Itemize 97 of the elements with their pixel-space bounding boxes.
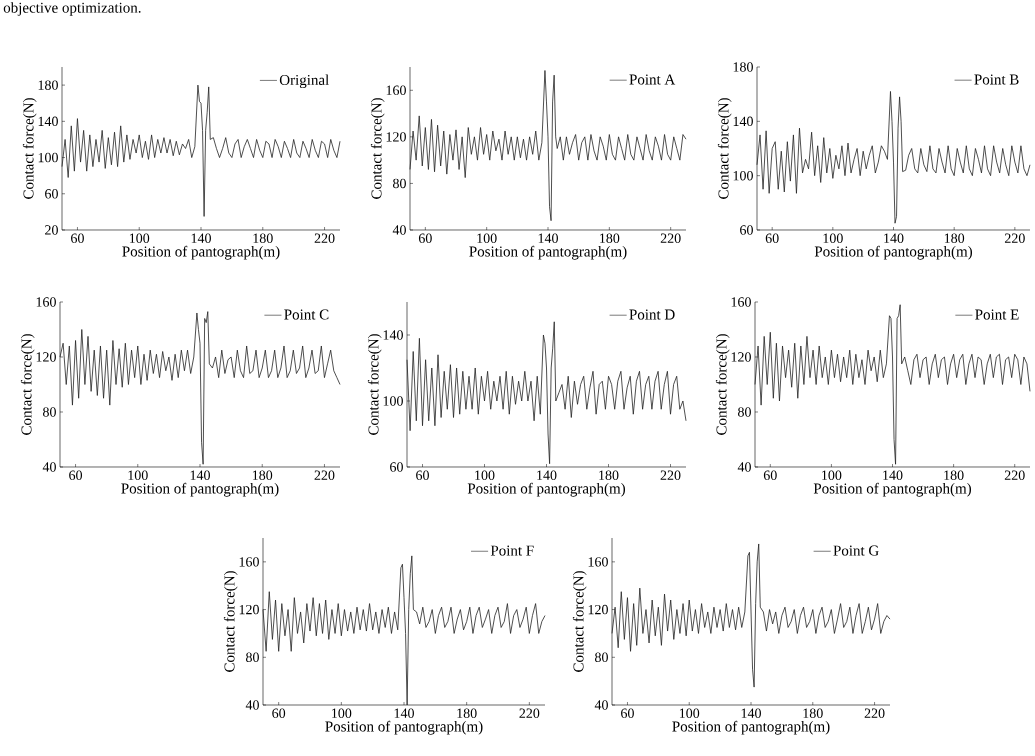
x-tick-label: 60: [71, 233, 84, 243]
x-axis-title: Position of pantograph(m): [122, 245, 280, 260]
line-series: [409, 70, 687, 222]
y-tick-label: 40: [594, 700, 608, 710]
y-tick-label: 80: [738, 407, 751, 417]
y-axis-title: Contact force(N): [370, 98, 385, 199]
x-tick-label: 140: [884, 233, 904, 243]
x-tick-label: 60: [763, 470, 777, 480]
x-tick-label: 60: [621, 708, 634, 718]
x-tick-label: 180: [944, 233, 965, 243]
y-tick-label: 140: [733, 116, 753, 127]
legend-label: Point D: [629, 309, 675, 320]
x-tick-label: 180: [253, 233, 273, 243]
y-axis-title: Contact force(N): [20, 334, 35, 435]
y-tick-label: 160: [36, 297, 56, 307]
x-tick-label: 140: [883, 470, 903, 480]
x-tick-label: 60: [272, 708, 286, 718]
y-axis-title: Contact force(N): [22, 98, 37, 199]
x-tick-label: 220: [314, 233, 335, 243]
x-tick-label: 60: [418, 233, 432, 243]
y-axis-title: Contact force(N): [715, 334, 730, 435]
x-axis-title: Position of pantograph(m): [813, 482, 972, 497]
y-tick-label: 120: [239, 604, 259, 615]
x-tick-label: 220: [1004, 470, 1025, 480]
y-axis-title: Contact force(N): [717, 98, 732, 199]
y-tick-label: 180: [733, 62, 753, 72]
y-tick-label: 80: [595, 652, 608, 663]
y-tick-label: 100: [733, 170, 753, 181]
y-tick-label: 20: [45, 225, 58, 235]
y-tick-label: 160: [588, 557, 608, 567]
x-tick-label: 100: [128, 470, 148, 480]
x-tick-label: 140: [191, 233, 211, 243]
x-axis-title: Position of pantograph(m): [325, 720, 483, 735]
y-tick-label: 160: [239, 557, 259, 567]
line-series: [756, 91, 1031, 224]
y-tick-label: 140: [38, 116, 58, 127]
y-tick-label: 80: [246, 652, 259, 663]
y-tick-label: 80: [43, 407, 56, 417]
x-tick-label: 220: [519, 708, 540, 718]
text: objective optimization.: [3, 2, 141, 16]
x-tick-label: 220: [660, 470, 681, 480]
x-tick-label: 60: [765, 233, 779, 243]
x-axis-title: Position of pantograph(m): [467, 482, 626, 497]
y-tick-label: 60: [390, 462, 403, 472]
y-tick-label: 60: [740, 225, 753, 235]
x-axis-title: Position of pantograph(m): [672, 720, 830, 735]
x-tick-label: 100: [477, 233, 497, 243]
x-tick-label: 100: [823, 233, 843, 243]
y-tick-label: 140: [383, 330, 403, 340]
y-tick-label: 60: [45, 189, 58, 199]
x-tick-label: 180: [252, 470, 273, 480]
line-series: [611, 543, 891, 688]
y-tick-label: 40: [245, 700, 259, 710]
y-tick-label: 120: [731, 352, 751, 362]
legend-label: Point B: [974, 74, 1019, 85]
x-tick-label: 140: [190, 470, 210, 480]
y-axis-title: Contact force(N): [367, 334, 382, 435]
x-tick-label: 180: [803, 708, 823, 718]
y-tick-label: 100: [38, 152, 58, 163]
x-tick-label: 100: [679, 708, 700, 718]
y-axis-title: Contact force(N): [223, 571, 238, 672]
x-axis-title: Position of pantograph(m): [121, 482, 279, 497]
x-tick-label: 60: [69, 470, 83, 480]
y-tick-label: 120: [588, 604, 608, 615]
y-tick-label: 120: [36, 352, 56, 362]
legend-label: Point F: [490, 545, 534, 556]
x-tick-label: 220: [1004, 233, 1025, 243]
x-axis-title: Position of pantograph(m): [469, 245, 627, 260]
line-series: [754, 304, 1031, 465]
y-tick-label: 40: [42, 462, 56, 472]
y-tick-label: 180: [38, 80, 58, 90]
legend-label: Point G: [833, 545, 879, 556]
y-tick-label: 160: [386, 85, 406, 96]
y-tick-label: 120: [386, 132, 406, 142]
x-tick-label: 100: [129, 233, 150, 243]
y-tick-label: 80: [393, 178, 406, 189]
x-tick-label: 100: [332, 708, 352, 718]
x-tick-label: 180: [944, 470, 964, 480]
x-tick-label: 140: [537, 470, 557, 480]
legend-label: Point C: [284, 309, 329, 320]
legend-label: Point E: [975, 309, 1019, 320]
x-tick-label: 220: [660, 233, 681, 243]
x-tick-label: 100: [475, 470, 495, 480]
y-axis-title: Contact force(N): [572, 571, 587, 672]
x-axis-title: Position of pantograph(m): [814, 245, 973, 260]
x-tick-label: 140: [538, 233, 558, 243]
y-tick-label: 160: [731, 297, 751, 307]
x-tick-label: 220: [864, 708, 885, 718]
y-tick-label: 100: [383, 396, 403, 406]
y-tick-label: 40: [737, 462, 751, 472]
y-tick-label: 40: [392, 225, 406, 235]
x-tick-label: 60: [416, 470, 429, 480]
x-tick-label: 180: [457, 708, 477, 718]
legend-label: Original: [279, 74, 329, 89]
legend-label: Point A: [629, 74, 676, 85]
x-tick-label: 220: [314, 470, 335, 480]
x-tick-label: 100: [822, 470, 842, 480]
